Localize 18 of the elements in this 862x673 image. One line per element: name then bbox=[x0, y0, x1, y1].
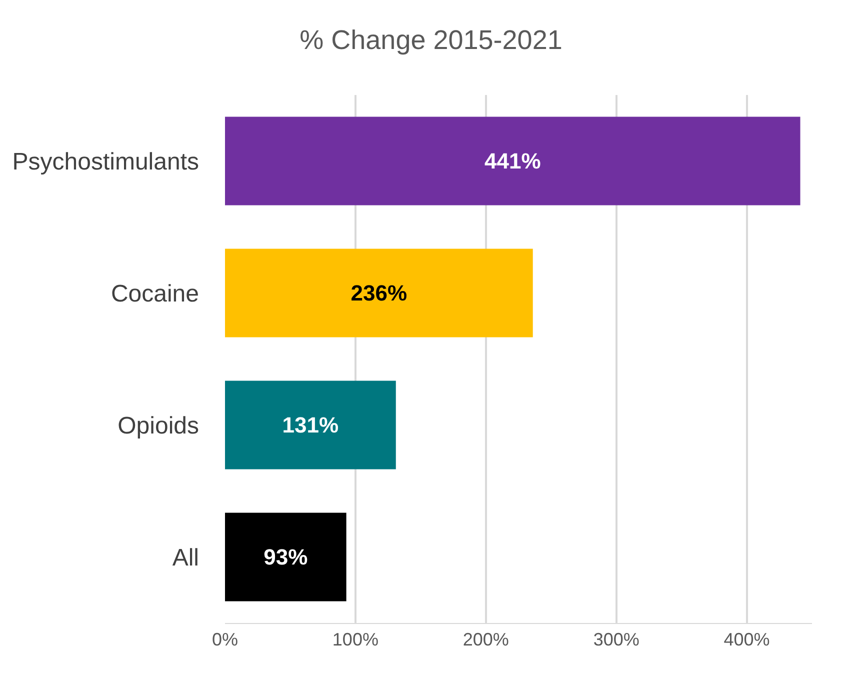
x-tick-label: 300% bbox=[593, 630, 640, 650]
y-tick-label: Opioids bbox=[118, 412, 199, 440]
y-tick-label: All bbox=[172, 544, 199, 572]
bar bbox=[225, 116, 800, 206]
data-label: 93% bbox=[264, 544, 308, 570]
bar bbox=[225, 248, 533, 338]
data-label: 236% bbox=[350, 280, 408, 306]
x-tick-label: 0% bbox=[212, 630, 238, 650]
data-label: 441% bbox=[484, 148, 541, 174]
x-tick-label: 200% bbox=[462, 630, 509, 650]
data-label: 131% bbox=[282, 412, 339, 438]
x-tick-label: 400% bbox=[724, 630, 770, 650]
bar bbox=[225, 512, 346, 602]
x-tick-label: 100% bbox=[332, 630, 378, 650]
bar bbox=[225, 380, 396, 470]
chart-title: % Change 2015-2021 bbox=[300, 25, 562, 56]
y-tick-label: Cocaine bbox=[110, 280, 199, 308]
y-tick-label: Psychostimulants bbox=[12, 148, 199, 176]
